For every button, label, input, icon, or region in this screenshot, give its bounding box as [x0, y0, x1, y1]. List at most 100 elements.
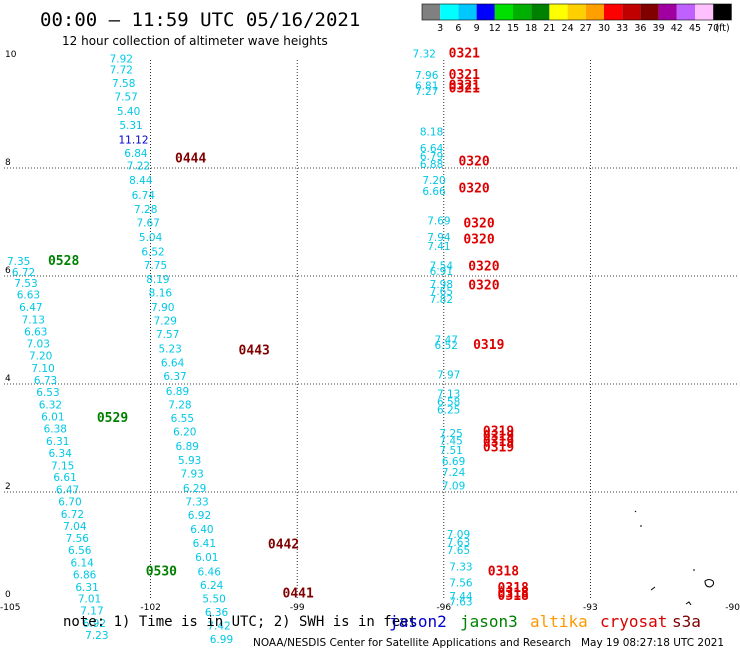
wave-height-label: 7.65 [447, 545, 470, 557]
wave-height-label: 6.31 [75, 582, 98, 594]
y-tick-label: 6 [5, 266, 11, 276]
wave-height-label: 5.31 [119, 120, 142, 132]
pass-id-label: 0318 [498, 589, 529, 604]
chart-subtitle: 12 hour collection of altimeter wave hei… [62, 34, 328, 48]
wave-height-label: 6.79 [420, 151, 443, 163]
wave-height-label: 7.93 [180, 468, 203, 480]
pass-id-label: 0319 [483, 441, 514, 456]
wave-height-label: 7.24 [442, 467, 466, 479]
wave-height-label: 7.17 [80, 606, 103, 618]
wave-height-label: 6.81 [415, 81, 438, 93]
colorbar-label: 21 [543, 23, 555, 34]
pass-id-label: 0320 [468, 279, 499, 294]
wave-height-label: 7.32 [413, 48, 436, 60]
wave-height-label: 6.70 [58, 497, 81, 509]
wave-height-label: 6.53 [36, 387, 59, 399]
colorbar-label: 42 [671, 23, 683, 34]
wave-height-label: 6.63 [17, 290, 40, 302]
track-labels: 0444044304420441052805290530032103210321… [48, 46, 529, 604]
wave-height-label: 7.54 [430, 261, 454, 273]
wave-height-label: 7.72 [110, 65, 133, 77]
wave-height-label: 7.10 [31, 363, 54, 375]
x-tick-label: -96 [436, 603, 451, 613]
wave-height-label: 7.41 [427, 241, 450, 253]
wave-height-points: 7.927.727.58 7.57 5.40 5.31 11.126.847.22 8.4… [7, 48, 473, 646]
colorbar-label: 24 [562, 23, 574, 34]
wave-height-label: 8.18 [420, 127, 443, 139]
wave-height-label: 6.46 [198, 567, 222, 579]
satellite-legend: jason2 jason3 altika cryosat s3a [389, 612, 701, 631]
legend-altika: altika [530, 612, 588, 631]
pass-id-label: 0320 [463, 216, 494, 231]
wave-height-label: 7.28 [168, 399, 191, 411]
pass-id-label: 0318 [498, 581, 529, 596]
colorbar-label: 3 [437, 23, 443, 34]
wave-height-label: 7.33 [449, 561, 472, 573]
chart-title: 00:00 – 11:59 UTC 05/16/2021 [40, 9, 360, 31]
wave-height-label: 7.58 [112, 78, 135, 90]
pass-id-label: 0319 [483, 424, 514, 439]
pass-id-label: 0441 [283, 586, 314, 601]
pass-id-label: 0319 [483, 435, 514, 450]
pass-id-label: 0320 [468, 260, 499, 275]
colorbar-swatch [658, 4, 677, 20]
colorbar-label: 30 [598, 23, 610, 34]
x-tick-label: -99 [290, 603, 305, 613]
wave-height-label: 6.72 [61, 509, 84, 521]
wave-height-label: 7.63 [449, 596, 472, 608]
wave-height-label: 6.34 [49, 448, 73, 460]
wave-height-label: 6.89 [176, 441, 199, 453]
wave-height-label: 6.38 [44, 424, 67, 436]
wave-height-label: 7.13 [22, 315, 45, 327]
wave-height-label: 7.20 [422, 175, 445, 187]
x-tick-label: -93 [583, 603, 598, 613]
wave-height-label: 7.33 [185, 497, 208, 509]
pass-id-label: 0321 [449, 79, 480, 94]
wave-height-label: 6.89 [166, 386, 189, 398]
colorbar-label: 33 [616, 23, 628, 34]
pass-id-label: 0528 [48, 254, 79, 269]
x-tick-label: -105 [0, 603, 20, 613]
wave-height-label: 7.45 [439, 435, 462, 447]
wave-height-label: 6.69 [442, 456, 465, 468]
pass-id-label: 0443 [239, 343, 270, 358]
colorbar-label: 27 [580, 23, 592, 34]
wave-height-label: 6.25 [437, 405, 460, 417]
wave-height-label: 6.14 [70, 558, 94, 570]
colorbar: 3 6 9 12 15 18 21 24 27 30 33 36 39 42 45 70(ft) [421, 3, 732, 34]
wave-height-label: 6.72 [12, 267, 35, 279]
colorbar-swatch [695, 4, 714, 20]
colorbar-swatch [713, 4, 732, 20]
wave-height-label: 7.29 [154, 316, 177, 328]
colorbar-swatch [640, 4, 659, 20]
wave-height-label: 7.42 [207, 621, 230, 633]
wave-height-label: 7.44 [449, 591, 473, 603]
legend-jason2: jason2 [389, 612, 447, 631]
colorbar-label: 36 [634, 23, 646, 34]
wave-height-label: 6.31 [46, 436, 69, 448]
island-outline [704, 579, 715, 588]
wave-height-label: 6.92 [188, 510, 211, 522]
wave-height-label: 6.86 [73, 569, 97, 581]
wave-height-label: 7.20 [29, 351, 52, 363]
wave-height-label: 7.75 [144, 260, 167, 272]
wave-height-label: 6.88 [420, 159, 443, 171]
wave-height-label: 6.01 [195, 552, 218, 564]
pass-id-label: 0318 [488, 565, 519, 580]
wave-height-label: 6.99 [210, 634, 233, 646]
pass-id-label: 0319 [473, 338, 504, 353]
y-tick-label: 2 [5, 482, 11, 492]
wave-height-label: 6.36 [205, 607, 229, 619]
wave-height-label: 7.82 [430, 294, 453, 306]
colorbar-swatch [458, 4, 477, 20]
wave-height-label: 7.57 [114, 92, 137, 104]
colorbar-swatch [494, 4, 513, 20]
wave-height-label: 7.22 [127, 161, 150, 173]
colorbar-swatch [440, 4, 459, 20]
wave-height-label: 7.47 [435, 335, 458, 347]
colorbar-label: 12 [489, 23, 501, 34]
pass-id-label: 0442 [268, 538, 299, 553]
wave-height-label: 6.41 [193, 538, 216, 550]
